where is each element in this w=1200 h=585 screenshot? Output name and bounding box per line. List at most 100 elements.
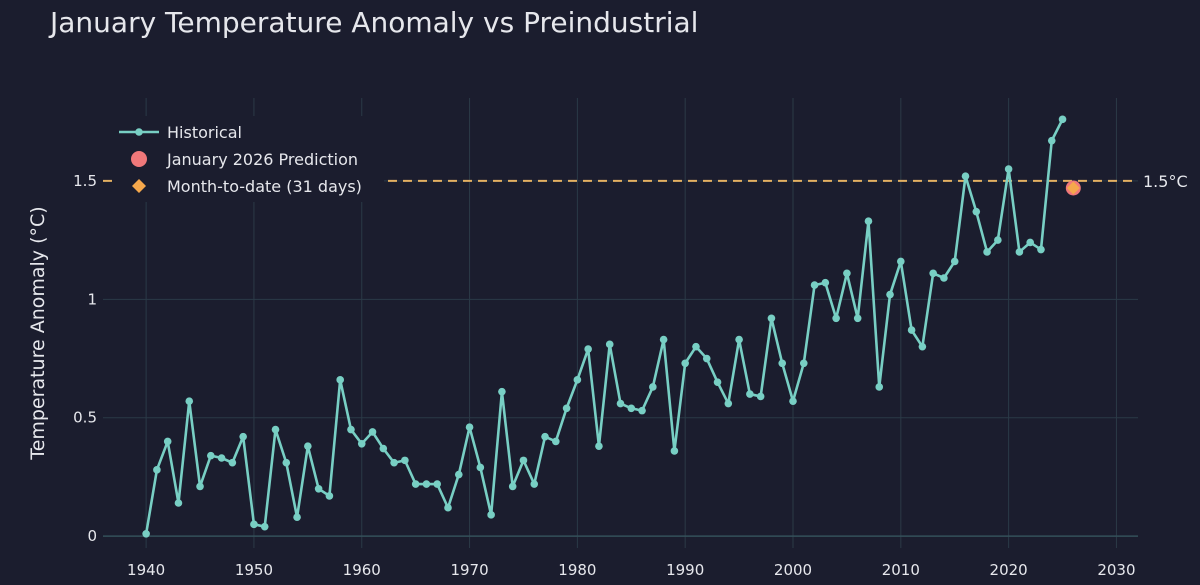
historical-point[interactable] — [875, 383, 884, 391]
historical-point[interactable] — [1015, 248, 1024, 256]
historical-point[interactable] — [325, 492, 334, 500]
historical-point[interactable] — [282, 458, 291, 467]
historical-point[interactable] — [972, 207, 981, 216]
historical-point[interactable] — [983, 248, 991, 256]
historical-point[interactable] — [950, 257, 959, 266]
historical-point[interactable] — [347, 425, 355, 434]
historical-point[interactable] — [519, 456, 528, 465]
historical-point[interactable] — [411, 480, 420, 488]
historical-point[interactable] — [336, 376, 344, 384]
historical-point[interactable] — [767, 314, 776, 323]
historical-point[interactable] — [476, 463, 485, 472]
historical-point[interactable] — [304, 442, 312, 450]
historical-point[interactable] — [735, 335, 743, 344]
historical-point[interactable] — [433, 480, 442, 488]
historical-point[interactable] — [843, 269, 851, 278]
historical-point[interactable] — [293, 513, 301, 522]
historical-point[interactable] — [1026, 238, 1034, 247]
historical-point[interactable] — [530, 480, 539, 488]
historical-point[interactable] — [552, 437, 560, 446]
historical-point[interactable] — [217, 454, 226, 462]
historical-point[interactable] — [897, 257, 905, 266]
historical-point[interactable] — [541, 432, 549, 441]
y-axis-title: Temperature Anomaly (°C) — [27, 206, 49, 460]
historical-point[interactable] — [465, 423, 474, 432]
historical-point[interactable] — [994, 236, 1002, 244]
historical-point[interactable] — [401, 456, 409, 465]
historical-point[interactable] — [314, 484, 323, 493]
historical-point[interactable] — [929, 269, 937, 278]
legend-month-to-date-marker — [132, 179, 146, 193]
historical-point[interactable] — [239, 432, 247, 441]
historical-point[interactable] — [357, 439, 366, 448]
axis-layer: 1940 1950 1960 1970 1980 1990 2000 2010 2020 2030… — [27, 172, 1136, 579]
y-tick-label: 1.5 — [73, 172, 97, 190]
chart-title: January Temperature Anomaly vs Preindust… — [50, 6, 699, 39]
historical-point[interactable] — [390, 458, 398, 467]
historical-point[interactable] — [1058, 115, 1067, 124]
historical-point[interactable] — [821, 278, 830, 287]
historical-point[interactable] — [864, 217, 873, 225]
x-tick-label: 1980 — [558, 561, 596, 579]
historical-point[interactable] — [627, 404, 636, 413]
historical-point[interactable] — [799, 359, 808, 368]
historical-point[interactable] — [1047, 136, 1056, 145]
historical-point[interactable] — [940, 274, 948, 282]
historical-point[interactable] — [185, 397, 194, 405]
historical-point[interactable] — [605, 340, 614, 349]
legend-item-label[interactable]: Month-to-date (31 days) — [167, 177, 362, 196]
historical-point[interactable] — [724, 399, 733, 408]
historical-point[interactable] — [907, 326, 916, 334]
historical-point[interactable] — [508, 482, 517, 491]
historical-point[interactable] — [498, 387, 506, 396]
historical-point[interactable] — [961, 172, 970, 180]
historical-point[interactable] — [422, 480, 431, 488]
historical-point[interactable] — [228, 458, 237, 467]
historical-point[interactable] — [250, 520, 258, 529]
historical-point[interactable] — [444, 503, 452, 512]
historical-point[interactable] — [659, 335, 668, 344]
x-tick-label: 1960 — [343, 561, 381, 579]
historical-point[interactable] — [638, 406, 646, 415]
month-to-date-point[interactable] — [1066, 181, 1080, 195]
historical-point[interactable] — [368, 428, 377, 436]
historical-point[interactable] — [1004, 165, 1013, 173]
historical-point[interactable] — [260, 522, 269, 531]
historical-point[interactable] — [853, 314, 862, 323]
historical-point[interactable] — [595, 442, 603, 450]
historical-point[interactable] — [196, 482, 204, 491]
historical-point[interactable] — [454, 470, 463, 479]
legend-item-label[interactable]: Historical — [167, 123, 242, 142]
historical-point[interactable] — [487, 511, 495, 519]
historical-point[interactable] — [573, 376, 582, 384]
historical-point[interactable] — [271, 425, 280, 434]
historical-point[interactable] — [616, 399, 625, 408]
historical-point[interactable] — [713, 378, 722, 387]
historical-point[interactable] — [692, 342, 700, 351]
historical-point[interactable] — [886, 290, 894, 299]
historical-point[interactable] — [746, 390, 754, 398]
historical-point[interactable] — [163, 437, 172, 446]
historical-line — [144, 118, 1064, 535]
historical-point[interactable] — [649, 383, 657, 391]
historical-point[interactable] — [702, 354, 711, 363]
historical-point[interactable] — [681, 359, 689, 368]
historical-point[interactable] — [670, 447, 679, 455]
historical-point[interactable] — [1037, 245, 1045, 254]
historical-point[interactable] — [584, 345, 592, 353]
historical-point[interactable] — [153, 466, 161, 474]
legend-historical-marker — [135, 128, 143, 136]
historical-point[interactable] — [379, 444, 388, 453]
historical-point[interactable] — [207, 451, 215, 460]
historical-point[interactable] — [918, 342, 927, 351]
historical-point[interactable] — [562, 404, 571, 413]
historical-point[interactable] — [832, 314, 840, 323]
historical-point[interactable] — [174, 499, 183, 507]
legend[interactable]: Historical January 2026 Prediction Month-t… — [112, 116, 384, 202]
historical-point[interactable] — [756, 392, 765, 401]
historical-point[interactable] — [810, 281, 819, 289]
historical-point[interactable] — [789, 397, 797, 405]
historical-point[interactable] — [778, 359, 787, 368]
historical-point[interactable] — [142, 529, 150, 538]
legend-item-label[interactable]: January 2026 Prediction — [166, 150, 358, 169]
